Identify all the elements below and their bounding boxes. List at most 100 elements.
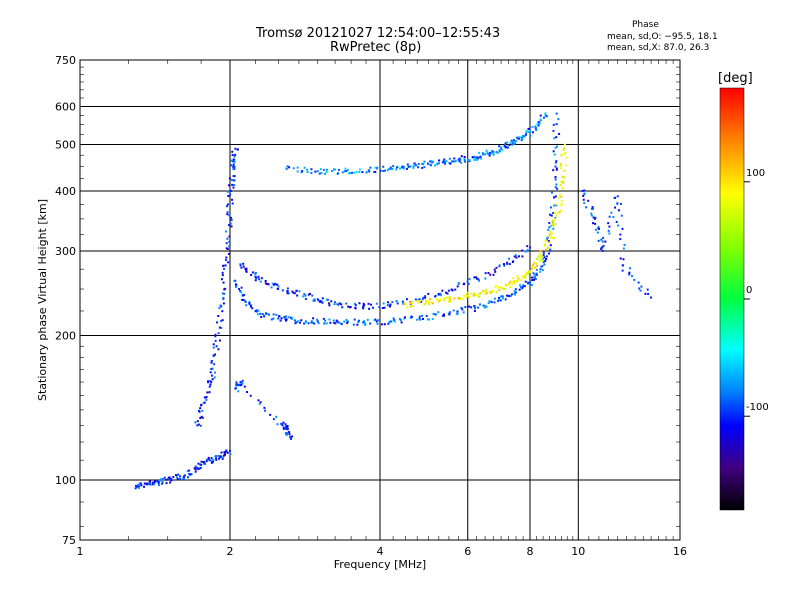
data-point	[353, 318, 356, 321]
data-point	[501, 295, 504, 298]
data-point	[421, 162, 424, 165]
data-point	[221, 292, 224, 295]
data-point	[452, 160, 455, 163]
data-point	[176, 478, 179, 481]
data-point	[220, 278, 223, 281]
data-point	[538, 259, 541, 262]
data-point	[286, 287, 289, 290]
data-point	[471, 156, 474, 159]
data-point	[499, 295, 502, 298]
data-point	[321, 301, 324, 304]
data-point	[396, 302, 399, 305]
data-point	[473, 159, 476, 162]
data-point	[212, 460, 215, 463]
data-point	[193, 467, 196, 470]
data-point	[304, 297, 307, 300]
data-point	[547, 246, 550, 249]
data-point	[300, 171, 303, 174]
data-point	[297, 320, 300, 323]
data-point	[225, 256, 228, 259]
data-point	[272, 418, 275, 421]
data-point	[282, 427, 285, 430]
data-point	[221, 319, 224, 322]
data-point	[500, 147, 503, 150]
data-point	[452, 309, 455, 312]
x-axis-title: Frequency [MHz]	[334, 558, 426, 571]
data-point	[448, 157, 451, 160]
data-point	[306, 171, 309, 174]
data-point	[553, 218, 556, 221]
data-point	[239, 381, 242, 384]
data-point	[564, 164, 567, 167]
data-point	[545, 239, 548, 242]
data-point	[238, 383, 241, 386]
data-point	[293, 292, 296, 295]
data-point	[619, 233, 622, 236]
data-point	[234, 279, 237, 282]
data-point	[285, 432, 288, 435]
data-point	[507, 295, 510, 298]
data-point	[214, 335, 217, 338]
data-point	[280, 422, 283, 425]
data-point	[463, 282, 466, 285]
data-point	[511, 260, 514, 263]
data-point	[234, 387, 237, 390]
data-point	[423, 160, 426, 163]
data-point	[555, 214, 558, 217]
data-point	[248, 300, 251, 303]
data-point	[210, 461, 213, 464]
data-point	[152, 483, 155, 486]
data-point	[521, 255, 524, 258]
data-point	[256, 313, 259, 316]
data-point	[168, 476, 171, 479]
data-point	[417, 166, 420, 169]
data-point	[493, 268, 496, 271]
data-point	[457, 297, 460, 300]
data-point	[467, 282, 470, 285]
data-point	[395, 166, 398, 169]
data-point	[451, 160, 454, 163]
data-point	[228, 240, 231, 243]
data-point	[542, 116, 545, 119]
data-point	[508, 257, 511, 260]
data-point	[205, 458, 208, 461]
data-point	[284, 316, 287, 319]
data-point	[218, 307, 221, 310]
data-point	[555, 136, 558, 139]
data-point	[526, 245, 529, 248]
data-point	[417, 301, 420, 304]
data-point	[555, 204, 558, 207]
data-point	[222, 296, 225, 299]
data-point	[282, 421, 285, 424]
data-point	[200, 460, 203, 463]
data-point	[289, 437, 292, 440]
data-point	[239, 263, 242, 266]
data-point	[382, 170, 385, 173]
data-point	[473, 276, 476, 279]
data-point	[165, 478, 168, 481]
data-point	[368, 307, 371, 310]
data-point	[594, 228, 597, 231]
data-point	[608, 232, 611, 235]
data-point	[363, 304, 366, 307]
data-point	[615, 220, 618, 223]
data-point	[557, 196, 560, 199]
data-point	[241, 298, 244, 301]
data-point	[495, 266, 498, 269]
data-point	[291, 435, 294, 438]
data-point	[548, 222, 551, 225]
data-point	[188, 472, 191, 475]
data-point	[239, 290, 242, 293]
y-tick-label: 600	[55, 101, 76, 114]
data-point	[535, 262, 538, 265]
phase-stats-title: Phase	[632, 20, 659, 30]
data-point	[232, 186, 235, 189]
data-point	[374, 318, 377, 321]
data-point	[416, 318, 419, 321]
data-point	[448, 311, 451, 314]
data-point	[175, 476, 178, 479]
data-point	[407, 165, 410, 168]
data-point	[234, 175, 237, 178]
data-point	[188, 469, 191, 472]
